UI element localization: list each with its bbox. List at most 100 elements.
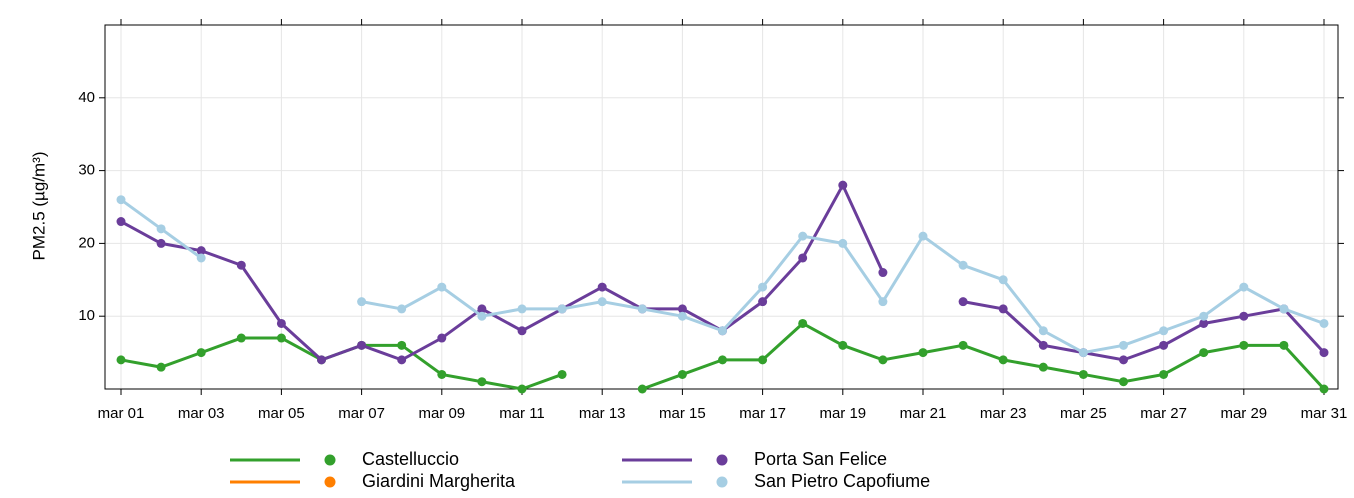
point xyxy=(437,282,447,292)
x-tick-label: mar 23 xyxy=(980,405,1027,422)
point xyxy=(597,282,607,292)
x-tick-label: mar 21 xyxy=(900,405,947,422)
point xyxy=(357,297,367,307)
y-tick-label: 30 xyxy=(78,162,95,179)
legend-label: San Pietro Capofiume xyxy=(754,471,930,491)
y-tick-label: 20 xyxy=(78,234,95,251)
point xyxy=(196,348,206,358)
point xyxy=(878,355,888,365)
x-tick-label: mar 15 xyxy=(659,405,706,422)
point xyxy=(1119,340,1128,350)
point xyxy=(397,304,407,314)
point xyxy=(1199,348,1209,358)
point xyxy=(838,238,848,248)
line xyxy=(120,181,885,362)
point xyxy=(1159,369,1169,379)
point xyxy=(1119,355,1128,365)
legend-marker xyxy=(324,476,336,488)
x-tick-label: mar 31 xyxy=(1301,405,1348,422)
point xyxy=(838,340,848,350)
point xyxy=(798,253,808,263)
point xyxy=(878,297,888,307)
point xyxy=(1319,348,1329,358)
point xyxy=(557,304,567,314)
point xyxy=(477,304,487,314)
point xyxy=(1038,326,1048,336)
legend-label: Porta San Felice xyxy=(754,449,887,469)
point xyxy=(878,268,888,278)
line xyxy=(962,300,1326,362)
point xyxy=(276,333,286,343)
point xyxy=(517,304,527,314)
line xyxy=(641,321,1326,391)
point xyxy=(477,311,487,321)
point xyxy=(236,333,246,343)
point xyxy=(276,318,286,328)
point xyxy=(437,369,447,379)
point xyxy=(637,304,647,314)
point xyxy=(1159,326,1169,336)
point xyxy=(677,311,687,321)
point xyxy=(958,297,968,307)
point xyxy=(517,326,527,336)
point xyxy=(357,340,367,350)
point xyxy=(918,348,928,358)
point xyxy=(758,355,768,365)
point xyxy=(1038,340,1048,350)
x-tick-label: mar 19 xyxy=(819,405,866,422)
point xyxy=(557,369,567,379)
x-tick-label: mar 03 xyxy=(178,405,225,422)
point xyxy=(838,180,848,190)
legend-label: Giardini Margherita xyxy=(362,471,516,491)
y-tick-label: 40 xyxy=(78,89,95,106)
y-tick-label: 10 xyxy=(78,307,95,324)
point xyxy=(958,260,968,270)
point xyxy=(437,333,447,343)
point xyxy=(1119,377,1128,387)
point xyxy=(397,340,407,350)
point xyxy=(998,355,1008,365)
legend-marker xyxy=(716,454,728,466)
x-tick-label: mar 29 xyxy=(1220,405,1267,422)
point xyxy=(798,318,808,328)
legend-marker xyxy=(716,476,728,488)
plot-frame xyxy=(104,24,1339,390)
point xyxy=(1239,340,1249,350)
point xyxy=(156,362,166,372)
point xyxy=(1239,311,1249,321)
point xyxy=(1279,340,1289,350)
point xyxy=(196,246,206,256)
point xyxy=(718,355,727,365)
point xyxy=(1239,282,1249,292)
point xyxy=(758,297,768,307)
point xyxy=(798,231,808,241)
x-tick-label: mar 11 xyxy=(499,405,545,422)
point xyxy=(156,224,166,234)
legend-label: Castelluccio xyxy=(362,449,459,469)
legend-marker xyxy=(324,454,336,466)
point xyxy=(998,304,1008,314)
x-tick-label: mar 13 xyxy=(579,405,626,422)
x-tick-label: mar 01 xyxy=(98,405,145,422)
point xyxy=(1078,348,1088,358)
point xyxy=(1159,340,1169,350)
point xyxy=(958,340,968,350)
point xyxy=(1199,311,1209,321)
x-tick-label: mar 17 xyxy=(739,405,786,422)
point xyxy=(517,384,527,394)
point xyxy=(677,369,687,379)
point xyxy=(1319,318,1329,328)
point xyxy=(1078,369,1088,379)
point xyxy=(1038,362,1048,372)
point xyxy=(677,304,687,314)
point xyxy=(116,355,126,365)
x-tick-label: mar 05 xyxy=(258,405,305,422)
point xyxy=(998,275,1008,285)
point xyxy=(758,282,768,292)
y-axis-label: PM2.5 (µg/m³) xyxy=(29,152,48,261)
point xyxy=(236,260,246,270)
point xyxy=(397,355,407,365)
x-tick-label: mar 09 xyxy=(418,405,465,422)
